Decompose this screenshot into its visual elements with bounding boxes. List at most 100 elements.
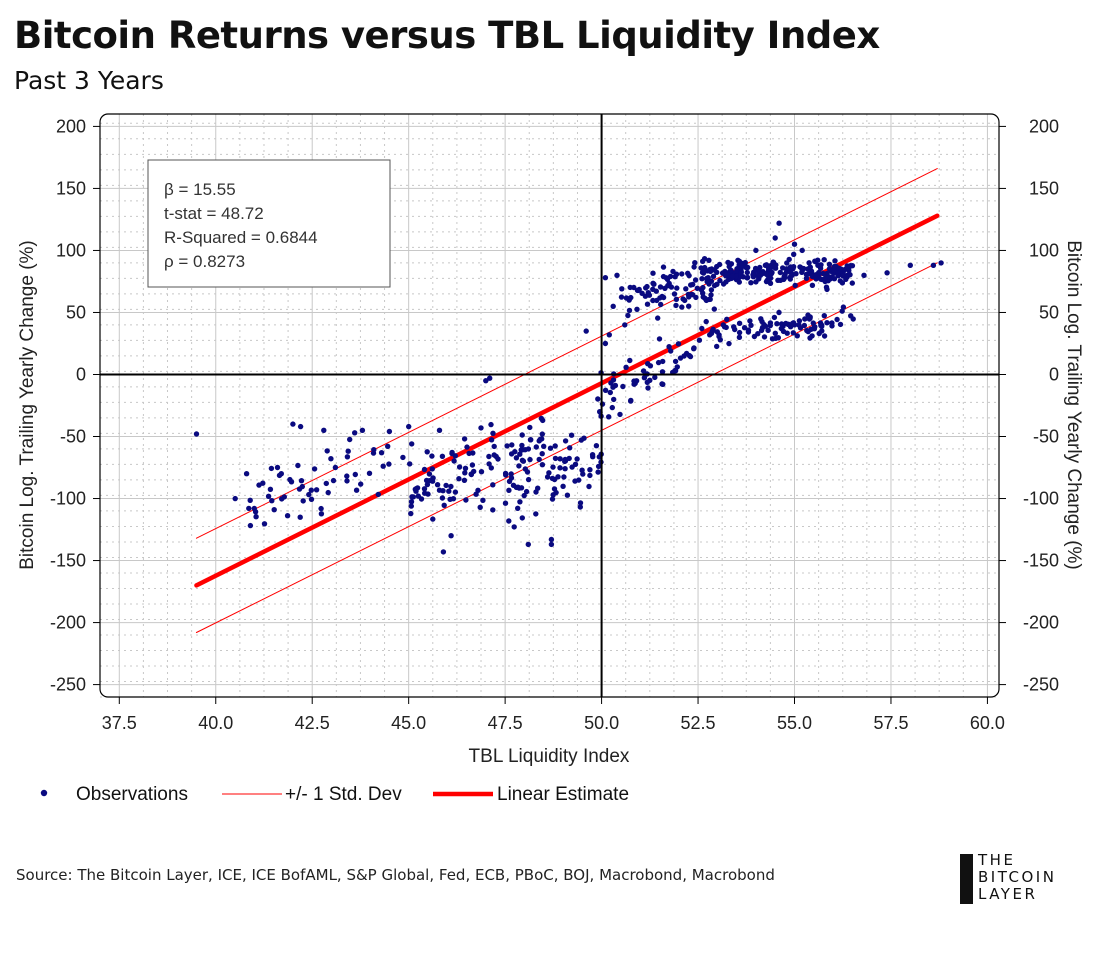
observation-point <box>508 451 515 457</box>
observation-point <box>641 375 648 381</box>
observation-point <box>627 357 633 364</box>
observation-point <box>352 430 358 436</box>
observation-point <box>434 482 441 488</box>
observation-point <box>519 515 525 521</box>
observation-point <box>731 324 737 330</box>
observation-point <box>593 443 600 449</box>
observation-point <box>802 316 808 322</box>
observation-point <box>770 259 776 265</box>
observation-point <box>708 287 715 293</box>
observation-point <box>685 270 691 276</box>
observation-point <box>550 464 556 470</box>
observation-point <box>246 505 252 512</box>
source-note: Source: The Bitcoin Layer, ICE, ICE BofA… <box>16 866 775 884</box>
observation-point <box>685 291 691 298</box>
observation-point <box>502 500 509 506</box>
observation-point <box>400 454 406 461</box>
observation-point <box>706 257 712 263</box>
observation-point <box>796 318 803 324</box>
observation-point <box>850 316 856 322</box>
y-tick-label-right: 50 <box>1039 302 1059 322</box>
observation-point <box>552 455 559 462</box>
observation-point <box>488 421 494 428</box>
observation-point <box>462 465 469 471</box>
observation-point <box>840 273 846 279</box>
observation-point <box>716 261 723 268</box>
observation-point <box>730 273 736 279</box>
observation-point <box>816 263 823 269</box>
observation-point <box>550 492 556 498</box>
observation-point <box>627 284 633 291</box>
observation-point <box>884 270 890 276</box>
observation-point <box>508 471 514 477</box>
observation-point <box>408 503 414 509</box>
observation-point <box>686 352 693 359</box>
observation-point <box>626 307 633 314</box>
observation-point <box>809 282 816 288</box>
observation-point <box>791 251 797 257</box>
std-dev-line <box>195 262 938 633</box>
observation-point <box>232 495 238 502</box>
observation-point <box>767 322 773 329</box>
observation-point <box>625 312 631 319</box>
observation-point <box>725 272 731 278</box>
observation-point <box>756 266 762 273</box>
observation-point <box>744 269 750 276</box>
observation-point <box>758 316 764 322</box>
observation-point <box>421 466 428 473</box>
observation-point <box>654 297 660 304</box>
observation-point <box>344 473 350 479</box>
observation-point <box>577 500 584 506</box>
y-tick-label-left: 50 <box>66 302 86 322</box>
bitcoin-layer-logo: THE BITCOIN LAYER <box>960 852 1090 904</box>
stats-box-frame <box>147 159 391 288</box>
observation-point <box>436 427 443 433</box>
observation-point <box>725 259 731 266</box>
observation-point <box>606 414 612 420</box>
observation-point <box>450 496 457 502</box>
observation-point <box>708 292 714 298</box>
observation-point <box>344 454 351 460</box>
y-tick-label-left: 0 <box>76 364 86 384</box>
observation-point <box>791 241 798 247</box>
observation-point <box>618 294 625 300</box>
observation-point <box>290 421 296 427</box>
observation-point <box>679 271 685 277</box>
observation-point <box>829 323 835 329</box>
observation-point <box>486 453 492 460</box>
observation-point <box>456 476 462 482</box>
observation-point <box>938 260 944 266</box>
observation-point <box>518 447 524 453</box>
observation-point <box>606 332 612 338</box>
stats-beta: β = 15.55 <box>164 180 236 199</box>
observation-point <box>557 465 563 471</box>
observation-point <box>538 415 545 422</box>
observation-point <box>792 282 798 289</box>
observation-point <box>440 549 447 555</box>
y-axis-label-right: Bitcoin Log. Trailing Yearly Change (%) <box>1063 240 1084 570</box>
observation-point <box>671 291 678 297</box>
observation-point <box>548 536 555 543</box>
observation-point <box>838 266 844 272</box>
observation-point <box>720 281 727 287</box>
observation-point <box>651 281 657 287</box>
observation-point <box>549 496 556 502</box>
observation-point <box>247 497 253 503</box>
observation-point <box>819 328 825 334</box>
observation-point <box>502 470 509 477</box>
observation-point <box>297 514 303 520</box>
observation-point <box>702 295 708 301</box>
observation-point <box>660 273 667 280</box>
observation-point <box>736 320 743 326</box>
observation-point <box>758 327 765 334</box>
observation-point <box>406 423 412 430</box>
observation-point <box>801 322 808 329</box>
observation-point <box>644 283 650 290</box>
observation-point <box>622 322 628 328</box>
observation-point <box>561 474 567 480</box>
observation-point <box>692 260 698 266</box>
observation-point <box>623 364 629 370</box>
observation-point <box>776 220 782 226</box>
observation-point <box>506 478 513 485</box>
observation-point <box>311 466 318 472</box>
